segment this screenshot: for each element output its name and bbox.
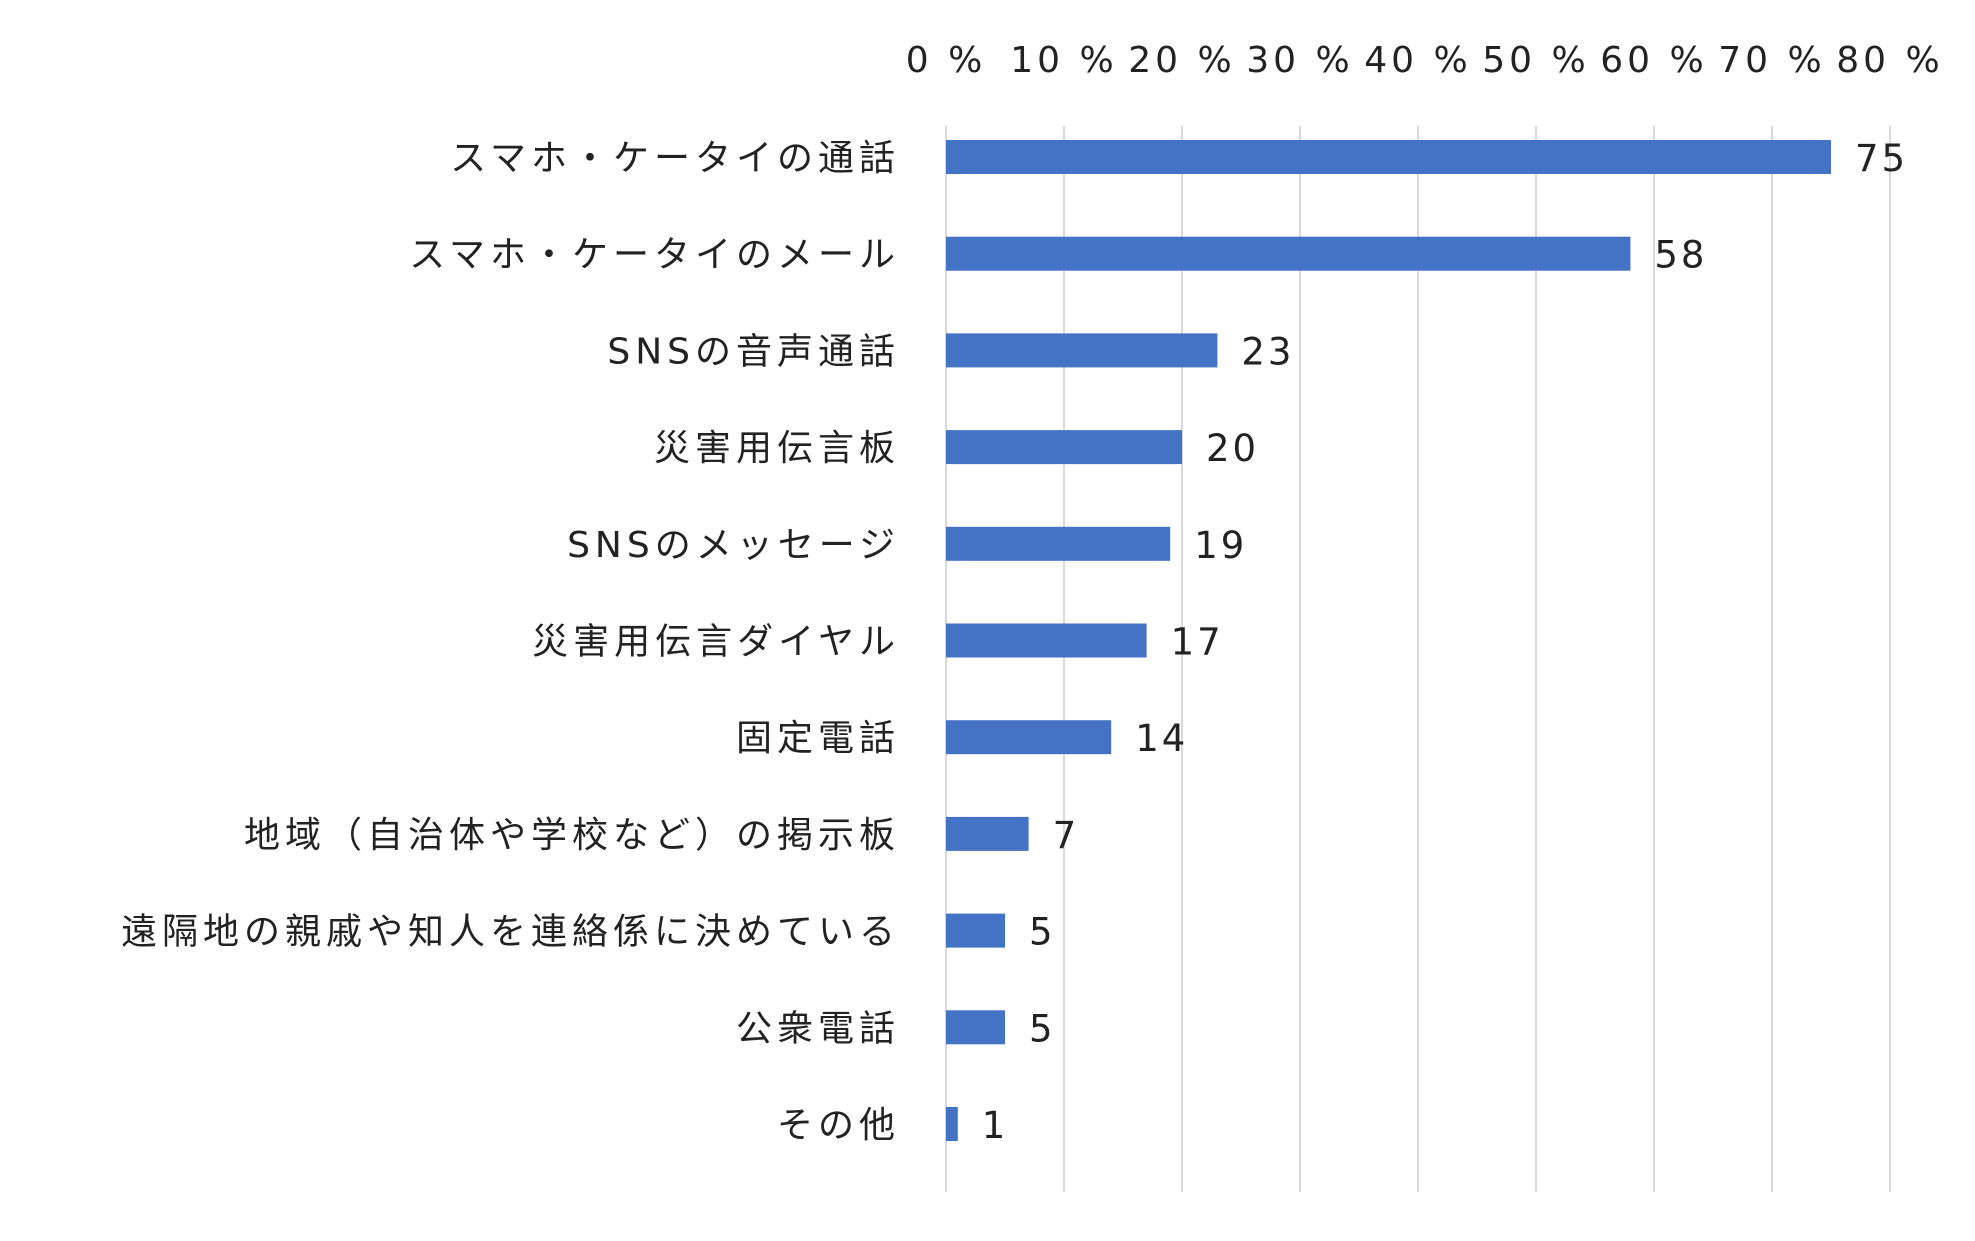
x-tick-labels: 0 % 10 % 20 % 30 % 40 % 50 % 60 % 70 % 80 % (906, 40, 1943, 81)
category-label: 公衆電話 (736, 1008, 900, 1049)
value-label: 17 (1171, 621, 1224, 664)
value-label: 14 (1135, 717, 1188, 760)
bar (946, 1107, 958, 1141)
x-tick-label: 50 % (1482, 40, 1589, 81)
category-label: 遠隔地の親戚や知人を連絡係に決めている (121, 912, 900, 953)
bar (946, 430, 1182, 465)
category-label: 地域（自治体や学校など）の掲示板 (244, 815, 900, 856)
x-tick-label: 20 % (1128, 40, 1235, 81)
value-label: 23 (1241, 330, 1294, 373)
x-tick-label: 70 % (1718, 40, 1825, 81)
category-label: SNSのメッセージ (567, 525, 900, 566)
value-label: 20 (1206, 427, 1259, 470)
bars (946, 140, 1831, 1141)
bar (946, 816, 1029, 851)
category-label: スマホ・ケータイの通話 (450, 138, 900, 179)
bar (946, 720, 1112, 755)
value-label: 7 (1053, 814, 1080, 857)
x-tick-label: 60 % (1600, 40, 1707, 81)
category-label: 災害用伝言板 (654, 428, 900, 469)
gridlines (945, 126, 1891, 1192)
category-label: スマホ・ケータイのメール (409, 235, 900, 276)
bar (946, 526, 1171, 561)
bar (946, 236, 1631, 271)
bar (946, 140, 1831, 174)
x-tick-label: 0 % (906, 40, 987, 81)
value-label: 58 (1654, 234, 1707, 277)
value-label: 19 (1194, 524, 1247, 567)
value-label: 75 (1855, 137, 1908, 180)
value-label: 5 (1029, 911, 1056, 954)
category-label: 固定電話 (736, 718, 900, 759)
category-label: 災害用伝言ダイヤル (532, 622, 900, 663)
bar (946, 913, 1005, 948)
category-label: SNSの音声通話 (607, 331, 900, 372)
bar (946, 1010, 1005, 1045)
x-tick-label: 10 % (1010, 40, 1117, 81)
bar (946, 333, 1218, 368)
category-label: その他 (777, 1105, 900, 1146)
x-tick-label: 30 % (1246, 40, 1353, 81)
x-tick-label: 80 % (1836, 40, 1943, 81)
bar (946, 623, 1147, 658)
x-tick-label: 40 % (1364, 40, 1471, 81)
value-label: 5 (1029, 1007, 1056, 1050)
value-label: 1 (982, 1104, 1009, 1147)
